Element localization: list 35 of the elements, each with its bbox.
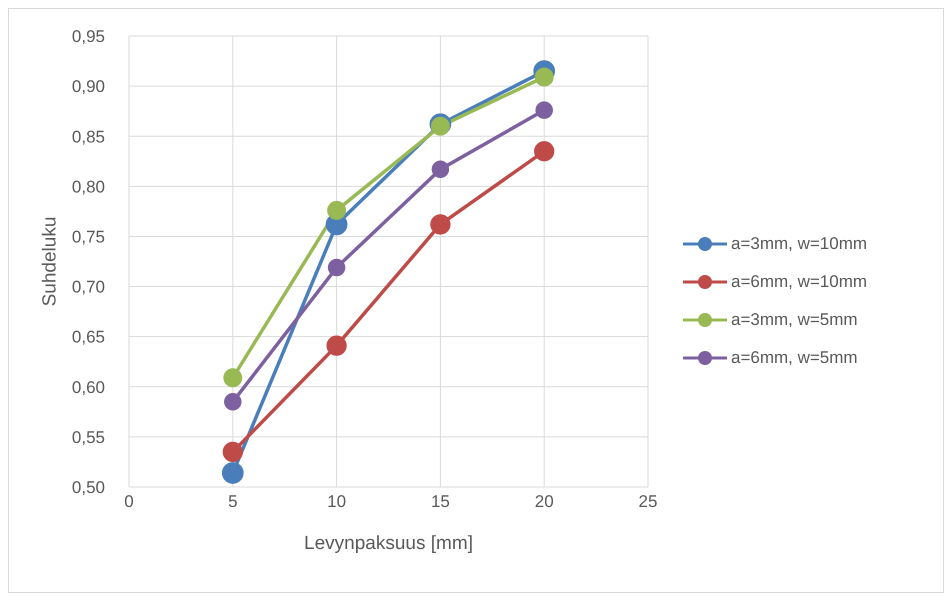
x-tick-label: 20: [534, 492, 554, 512]
y-tick-label: 0,60: [72, 378, 105, 397]
y-tick-label: 0,55: [72, 428, 105, 447]
point: [328, 258, 346, 276]
x-tick-label: 10: [327, 492, 346, 512]
legend-label: a=6mm, w=10mm: [731, 270, 868, 292]
point: [327, 200, 346, 220]
y-tick-label: 0,50: [72, 478, 105, 498]
y-axis-title: Suhdeluku: [40, 216, 61, 306]
y-tick-label: 0,95: [72, 27, 105, 46]
y-tick-label: 0,80: [72, 177, 105, 196]
point: [430, 116, 450, 136]
point: [223, 368, 242, 388]
point: [222, 462, 244, 484]
point: [430, 214, 451, 235]
legend-label: a=3mm, w=10mm: [731, 232, 868, 254]
legend-label: a=3mm, w=5mm: [731, 308, 858, 330]
y-tick-label: 0,75: [72, 227, 105, 246]
point: [326, 336, 347, 356]
point: [535, 101, 553, 119]
x-axis-title: Levynpaksuus [mm]: [304, 533, 473, 554]
point: [222, 442, 243, 462]
x-tick-label: 15: [430, 492, 450, 512]
point: [432, 160, 450, 178]
point: [224, 393, 242, 411]
x-tick-label: 5: [228, 492, 238, 512]
y-tick-label: 0,90: [72, 77, 105, 96]
point: [534, 141, 554, 162]
y-tick-label: 0,65: [72, 328, 105, 347]
legend-label: a=6mm, w=5mm: [731, 346, 858, 368]
point: [534, 68, 554, 87]
y-tick-label: 0,70: [72, 278, 105, 297]
x-tick-label: 0: [124, 492, 134, 512]
y-tick-label: 0,85: [72, 127, 105, 146]
x-tick-label: 25: [638, 492, 658, 512]
